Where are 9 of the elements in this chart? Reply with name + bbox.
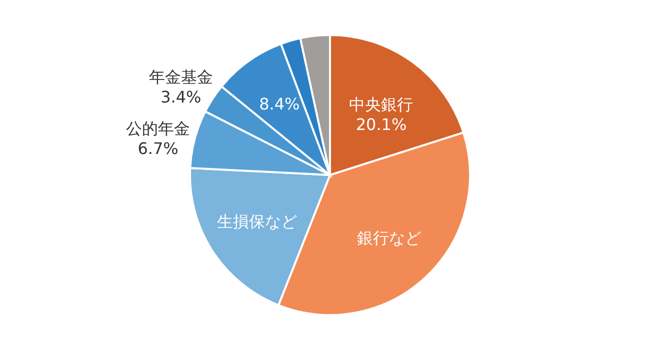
slice-label: 年金基金 [148,68,213,87]
slice-label: 中央銀行 [349,94,414,114]
data-label: 3.4% [160,88,202,107]
data-label: 20.1% [356,114,407,134]
slice-label: 銀行など [357,228,422,248]
slice-label: 公的年金 [126,119,190,138]
data-label: 6.7% [138,139,178,158]
slice-label: 生損保など [217,212,298,231]
data-label: 8.4% [259,94,300,114]
